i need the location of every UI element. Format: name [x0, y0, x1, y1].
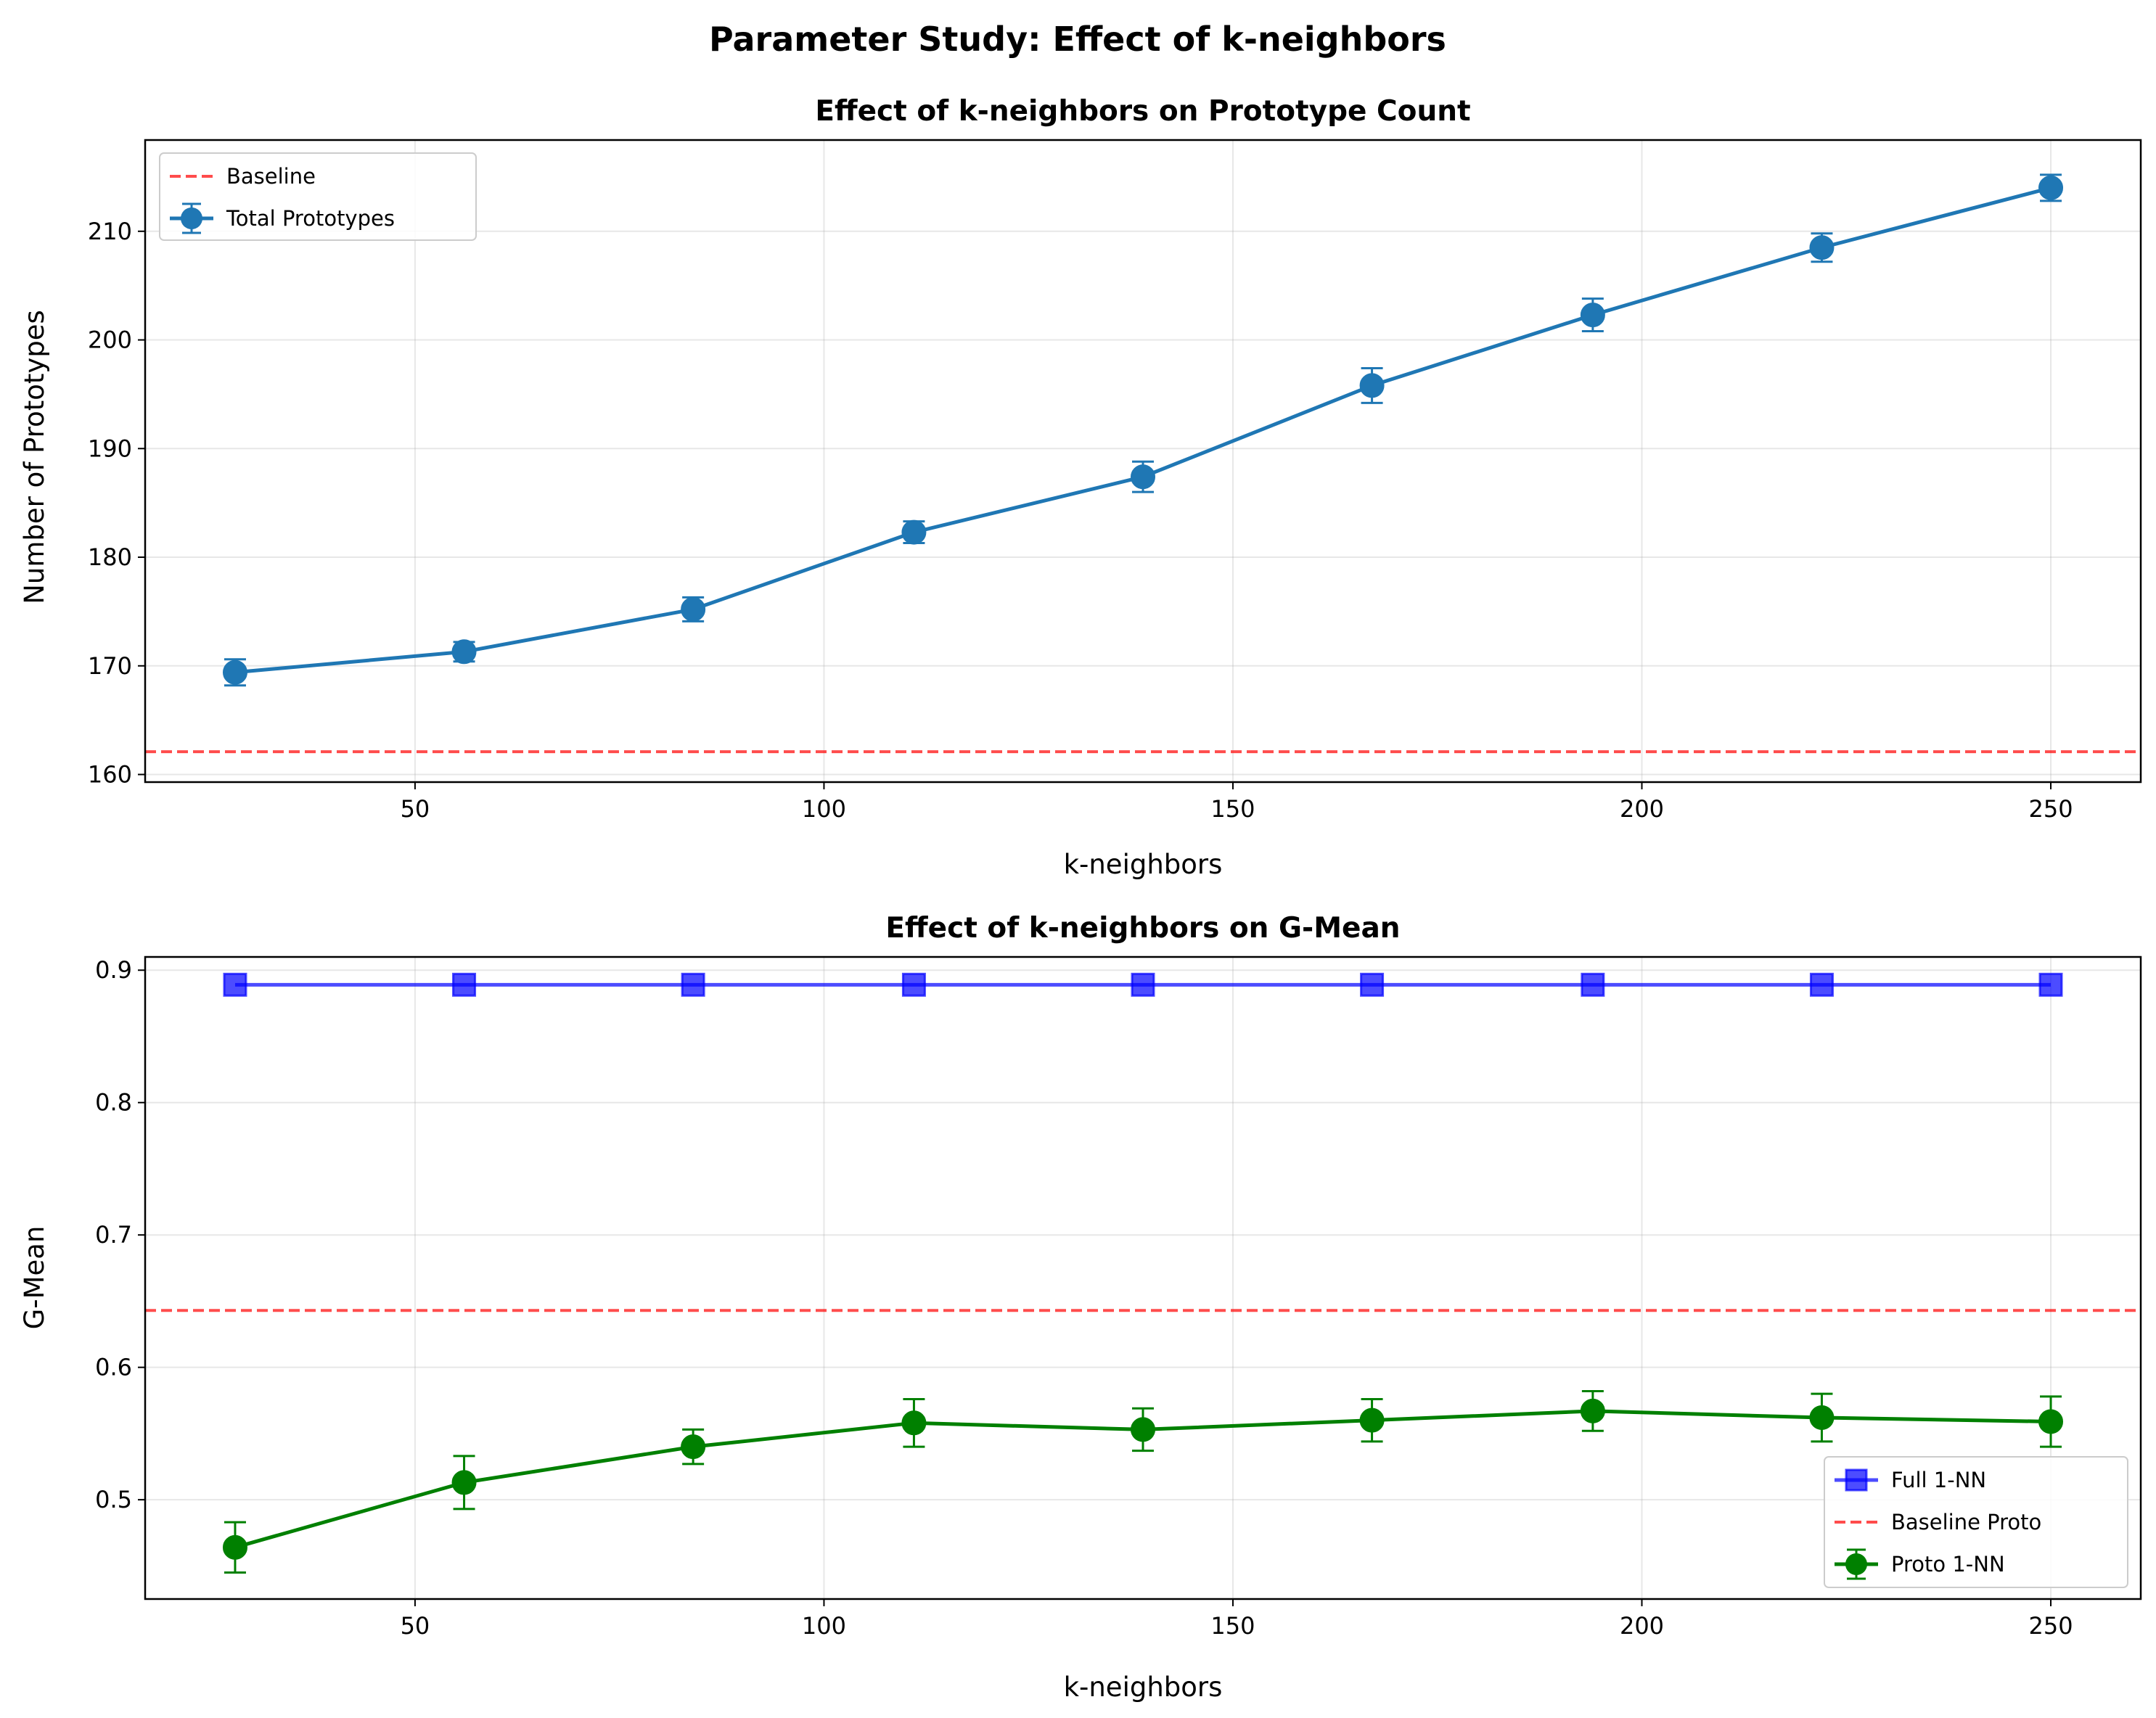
- data-point: [2038, 175, 2064, 200]
- data-point: [1581, 972, 1605, 997]
- data-point: [1809, 235, 1835, 260]
- data-point: [681, 972, 705, 997]
- data-point: [222, 659, 247, 685]
- g-mean-title: Effect of k-neighbors on G-Mean: [885, 912, 1400, 945]
- data-point: [1131, 972, 1155, 997]
- x-tick-label: 200: [1620, 1612, 1664, 1640]
- y-tick-label: 200: [88, 326, 132, 354]
- g-mean-xlabel: k-neighbors: [1064, 1672, 1223, 1703]
- prototype-count-title: Effect of k-neighbors on Prototype Count: [815, 95, 1470, 128]
- prototype-count-xlabel: k-neighbors: [1064, 849, 1223, 880]
- y-tick-label: 160: [88, 761, 132, 789]
- data-point: [681, 596, 706, 622]
- data-point: [1359, 1407, 1385, 1433]
- data-point: [451, 639, 477, 665]
- data-point: [1580, 303, 1605, 328]
- legend-label: Full 1-NN: [1891, 1468, 1986, 1492]
- data-point: [1359, 373, 1385, 398]
- y-tick-label: 170: [88, 652, 132, 680]
- legend: Full 1-NN Baseline Proto Proto 1-NN: [1824, 1456, 2128, 1588]
- data-point: [452, 972, 477, 997]
- data-point: [1131, 1417, 1155, 1442]
- x-tick-label: 100: [802, 1612, 846, 1640]
- g-mean-plot-area: 50 100 150 200 250 0.5 0.6 0.7 0.8 0.9 Full 1-NN Ba…: [95, 955, 2142, 1640]
- data-point: [2038, 972, 2063, 997]
- legend-box: [159, 152, 477, 241]
- axes-frame: [144, 955, 2142, 1600]
- x-tick-label: 50: [401, 1612, 430, 1640]
- prototype-count-panel: Effect of k-neighbors on Prototype Count…: [19, 95, 2142, 880]
- prototype-count-ylabel: Number of Prototypes: [19, 310, 50, 604]
- y-tick-label: 210: [88, 218, 132, 245]
- x-tick-label: 150: [1210, 1612, 1255, 1640]
- g-mean-panel: Effect of k-neighbors on G-Mean k-neighb…: [19, 912, 2142, 1703]
- g-mean-ylabel: G-Mean: [19, 1226, 50, 1330]
- x-tick-label: 250: [2028, 795, 2073, 823]
- data-point: [1809, 1405, 1835, 1431]
- prototype-count-plot-area: 50 100 150 200 250 160 170 180 190 200 210 Baseline…: [88, 139, 2142, 823]
- data-point: [1809, 972, 1834, 997]
- data-point: [901, 519, 927, 545]
- legend-marker: [181, 207, 202, 229]
- y-tick-label: 0.7: [95, 1221, 132, 1249]
- x-tick-label: 200: [1620, 795, 1664, 823]
- data-point: [681, 1434, 706, 1460]
- y-tick-label: 180: [88, 543, 132, 571]
- data-point: [451, 1470, 477, 1495]
- data-point: [222, 1534, 247, 1560]
- data-point: [2038, 1409, 2064, 1434]
- x-tick-label: 150: [1210, 795, 1255, 823]
- y-tick-label: 0.6: [95, 1354, 132, 1381]
- data-point: [1580, 1398, 1605, 1423]
- legend-box: [1824, 1456, 2128, 1588]
- y-tick-label: 0.9: [95, 956, 132, 984]
- y-tick-label: 0.5: [95, 1486, 132, 1513]
- legend-marker: [1845, 1468, 1868, 1492]
- data-point: [223, 972, 247, 997]
- axes-frame: [144, 139, 2142, 784]
- legend-label: Baseline: [226, 164, 316, 189]
- y-tick-label: 190: [88, 435, 132, 462]
- data-point: [1360, 972, 1385, 997]
- x-tick-label: 100: [802, 795, 846, 823]
- x-tick-label: 250: [2028, 1612, 2073, 1640]
- y-tick-label: 0.8: [95, 1089, 132, 1117]
- legend-marker: [1845, 1553, 1867, 1575]
- data-point: [901, 1410, 927, 1436]
- figure-suptitle: Parameter Study: Effect of k-neighbors: [709, 20, 1446, 59]
- legend-label: Baseline Proto: [1891, 1510, 2041, 1534]
- data-point: [1131, 464, 1155, 490]
- legend: Baseline Total Prototypes: [159, 152, 477, 241]
- x-tick-label: 50: [401, 795, 430, 823]
- legend-label: Total Prototypes: [226, 206, 395, 231]
- legend-label: Proto 1-NN: [1891, 1552, 2005, 1577]
- data-point: [901, 972, 926, 997]
